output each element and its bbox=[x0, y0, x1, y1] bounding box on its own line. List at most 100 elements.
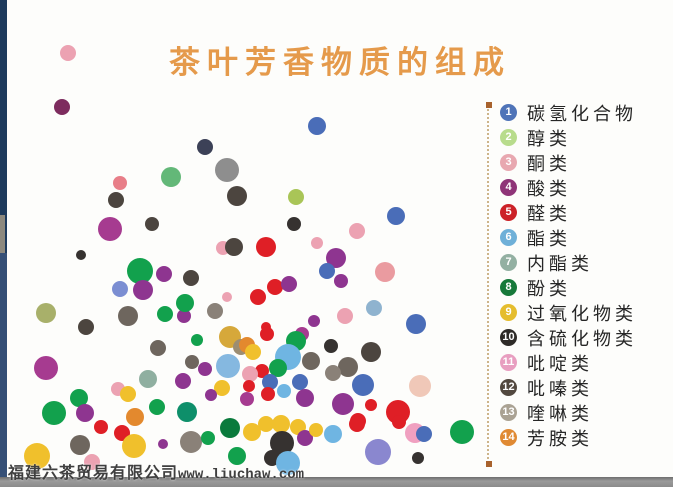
dot bbox=[70, 389, 88, 407]
legend-item-12: 12 吡嗪类 bbox=[500, 379, 670, 399]
dot bbox=[267, 279, 283, 295]
legend-items: 1 碳氢化合物 2 醇类 3 酮类 4 酸类 5 醛类 6 酯类 7 内酯类 8 酚类 9 过氧化物类 10 含硫化物… bbox=[500, 104, 670, 449]
legend-item-13: 13 喹啉类 bbox=[500, 404, 670, 424]
dot bbox=[126, 408, 144, 426]
dot bbox=[243, 423, 261, 441]
legend-label: 吡嗪类 bbox=[527, 378, 593, 399]
dot bbox=[349, 223, 365, 239]
dot bbox=[113, 176, 127, 190]
dot bbox=[308, 117, 326, 135]
dot bbox=[337, 308, 353, 324]
stripe-blue-patch bbox=[0, 253, 7, 480]
dot bbox=[76, 404, 94, 422]
dot bbox=[60, 45, 76, 61]
legend-label: 碳氢化合物 bbox=[527, 103, 637, 124]
dot bbox=[176, 294, 194, 312]
legend-label: 过氧化物类 bbox=[527, 303, 637, 324]
legend-label: 醇类 bbox=[527, 128, 571, 149]
dot bbox=[261, 387, 275, 401]
dot bbox=[256, 237, 276, 257]
legend-label: 内酯类 bbox=[527, 253, 593, 274]
dot bbox=[139, 370, 157, 388]
dot bbox=[177, 309, 191, 323]
dot bbox=[145, 217, 159, 231]
legend-label: 酚类 bbox=[527, 278, 571, 299]
dot bbox=[36, 303, 56, 323]
legend-item-14: 14 芳胺类 bbox=[500, 429, 670, 449]
dot bbox=[191, 334, 203, 346]
dot bbox=[70, 435, 90, 455]
separator-bottom-square-icon bbox=[486, 461, 492, 467]
dot bbox=[227, 186, 247, 206]
legend-label: 芳胺类 bbox=[527, 428, 593, 449]
page-title: 茶叶芳香物质的组成 bbox=[169, 44, 511, 80]
legend-item-11: 11 吡啶类 bbox=[500, 354, 670, 374]
dot bbox=[133, 280, 153, 300]
dot bbox=[338, 357, 358, 377]
legend-item-1: 1 碳氢化合物 bbox=[500, 104, 670, 124]
dot bbox=[78, 319, 94, 335]
dot bbox=[220, 418, 240, 438]
legend-label: 醛类 bbox=[527, 203, 571, 224]
dot bbox=[309, 423, 323, 437]
legend-item-6: 6 酯类 bbox=[500, 229, 670, 249]
dot bbox=[180, 431, 202, 453]
dot bbox=[365, 399, 377, 411]
dot bbox=[156, 266, 172, 282]
dot bbox=[122, 434, 146, 458]
dot bbox=[108, 192, 124, 208]
dot bbox=[177, 402, 197, 422]
dot bbox=[197, 139, 213, 155]
legend-label: 喹啉类 bbox=[527, 403, 593, 424]
dot bbox=[258, 416, 274, 432]
legend-number-badge: 11 bbox=[500, 354, 517, 371]
legend-label: 酮类 bbox=[527, 153, 571, 174]
dot bbox=[324, 339, 338, 353]
dot bbox=[412, 452, 424, 464]
legend-item-2: 2 醇类 bbox=[500, 129, 670, 149]
dot bbox=[326, 248, 346, 268]
dot bbox=[349, 416, 365, 432]
dot bbox=[127, 258, 153, 284]
dot bbox=[287, 217, 301, 231]
dot bbox=[240, 392, 254, 406]
dot bbox=[375, 262, 395, 282]
dot bbox=[228, 447, 246, 465]
dot bbox=[245, 344, 261, 360]
dot bbox=[222, 292, 232, 302]
dot bbox=[272, 415, 290, 433]
dot bbox=[292, 374, 308, 390]
stripe-gray-patch bbox=[0, 215, 5, 253]
legend-number-badge: 10 bbox=[500, 329, 517, 346]
legend-label: 酯类 bbox=[527, 228, 571, 249]
legend-number-badge: 4 bbox=[500, 179, 517, 196]
dot bbox=[34, 356, 58, 380]
dot bbox=[409, 375, 431, 397]
dot bbox=[416, 426, 432, 442]
dot bbox=[216, 354, 240, 378]
legend-number-badge: 14 bbox=[500, 429, 517, 446]
dot bbox=[225, 238, 243, 256]
dot bbox=[260, 327, 274, 341]
dot bbox=[296, 389, 314, 407]
dot bbox=[308, 315, 320, 327]
legend-item-8: 8 酚类 bbox=[500, 279, 670, 299]
dot bbox=[76, 250, 86, 260]
legend-item-7: 7 内酯类 bbox=[500, 254, 670, 274]
dot bbox=[150, 340, 166, 356]
dot bbox=[84, 454, 100, 470]
dot bbox=[158, 439, 168, 449]
dot bbox=[118, 306, 138, 326]
legend-number-badge: 8 bbox=[500, 279, 517, 296]
dot bbox=[332, 393, 354, 415]
legend-item-4: 4 酸类 bbox=[500, 179, 670, 199]
dot bbox=[392, 415, 406, 429]
dot bbox=[406, 314, 426, 334]
dot bbox=[387, 207, 405, 225]
dot bbox=[243, 380, 255, 392]
legend-number-badge: 12 bbox=[500, 379, 517, 396]
watermark: 福建六茶贸易有限公司www.liuchaw.com bbox=[8, 459, 304, 483]
dot bbox=[185, 355, 199, 369]
dot bbox=[325, 365, 341, 381]
